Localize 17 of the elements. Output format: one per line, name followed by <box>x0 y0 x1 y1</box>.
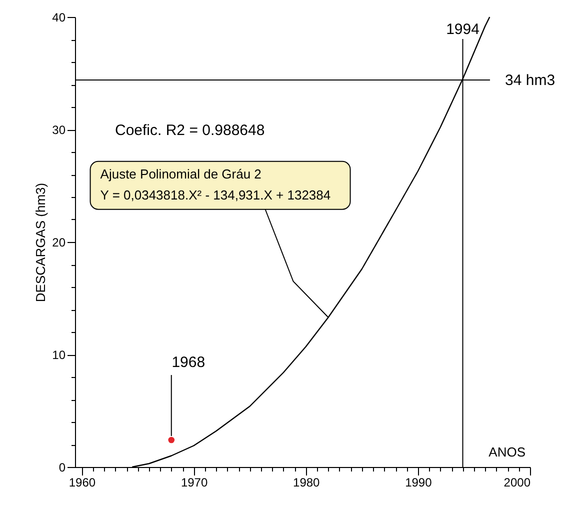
x-tick-label: 1980 <box>293 476 320 490</box>
annotation: Coefic. R2 = 0.988648 <box>115 122 265 139</box>
y-tick-label: 20 <box>52 236 66 250</box>
ref-line-label: 1994 <box>446 21 480 38</box>
ref-line-label: 34 hm3 <box>505 72 556 89</box>
x-tick-label: 1990 <box>405 476 432 490</box>
x-axis-title: ANOS <box>488 444 526 460</box>
x-tick-label: 1960 <box>68 476 96 490</box>
x-tick-label: 1970 <box>180 476 208 490</box>
y-tick-label: 40 <box>52 10 66 24</box>
annotation: Ajuste Polinomial de Gráu 2 Y = 0,0343818.X² - 134,931.X + 132384 <box>100 166 331 202</box>
y-tick-label: 30 <box>52 123 66 137</box>
y-tick-label: 10 <box>52 348 66 362</box>
y-tick-label: 0 <box>58 460 66 474</box>
y-axis-title: DESCARGAS (hm3) <box>33 182 48 302</box>
x-tick-label: 2000 <box>504 476 531 490</box>
annotation: 1968 <box>172 354 206 371</box>
